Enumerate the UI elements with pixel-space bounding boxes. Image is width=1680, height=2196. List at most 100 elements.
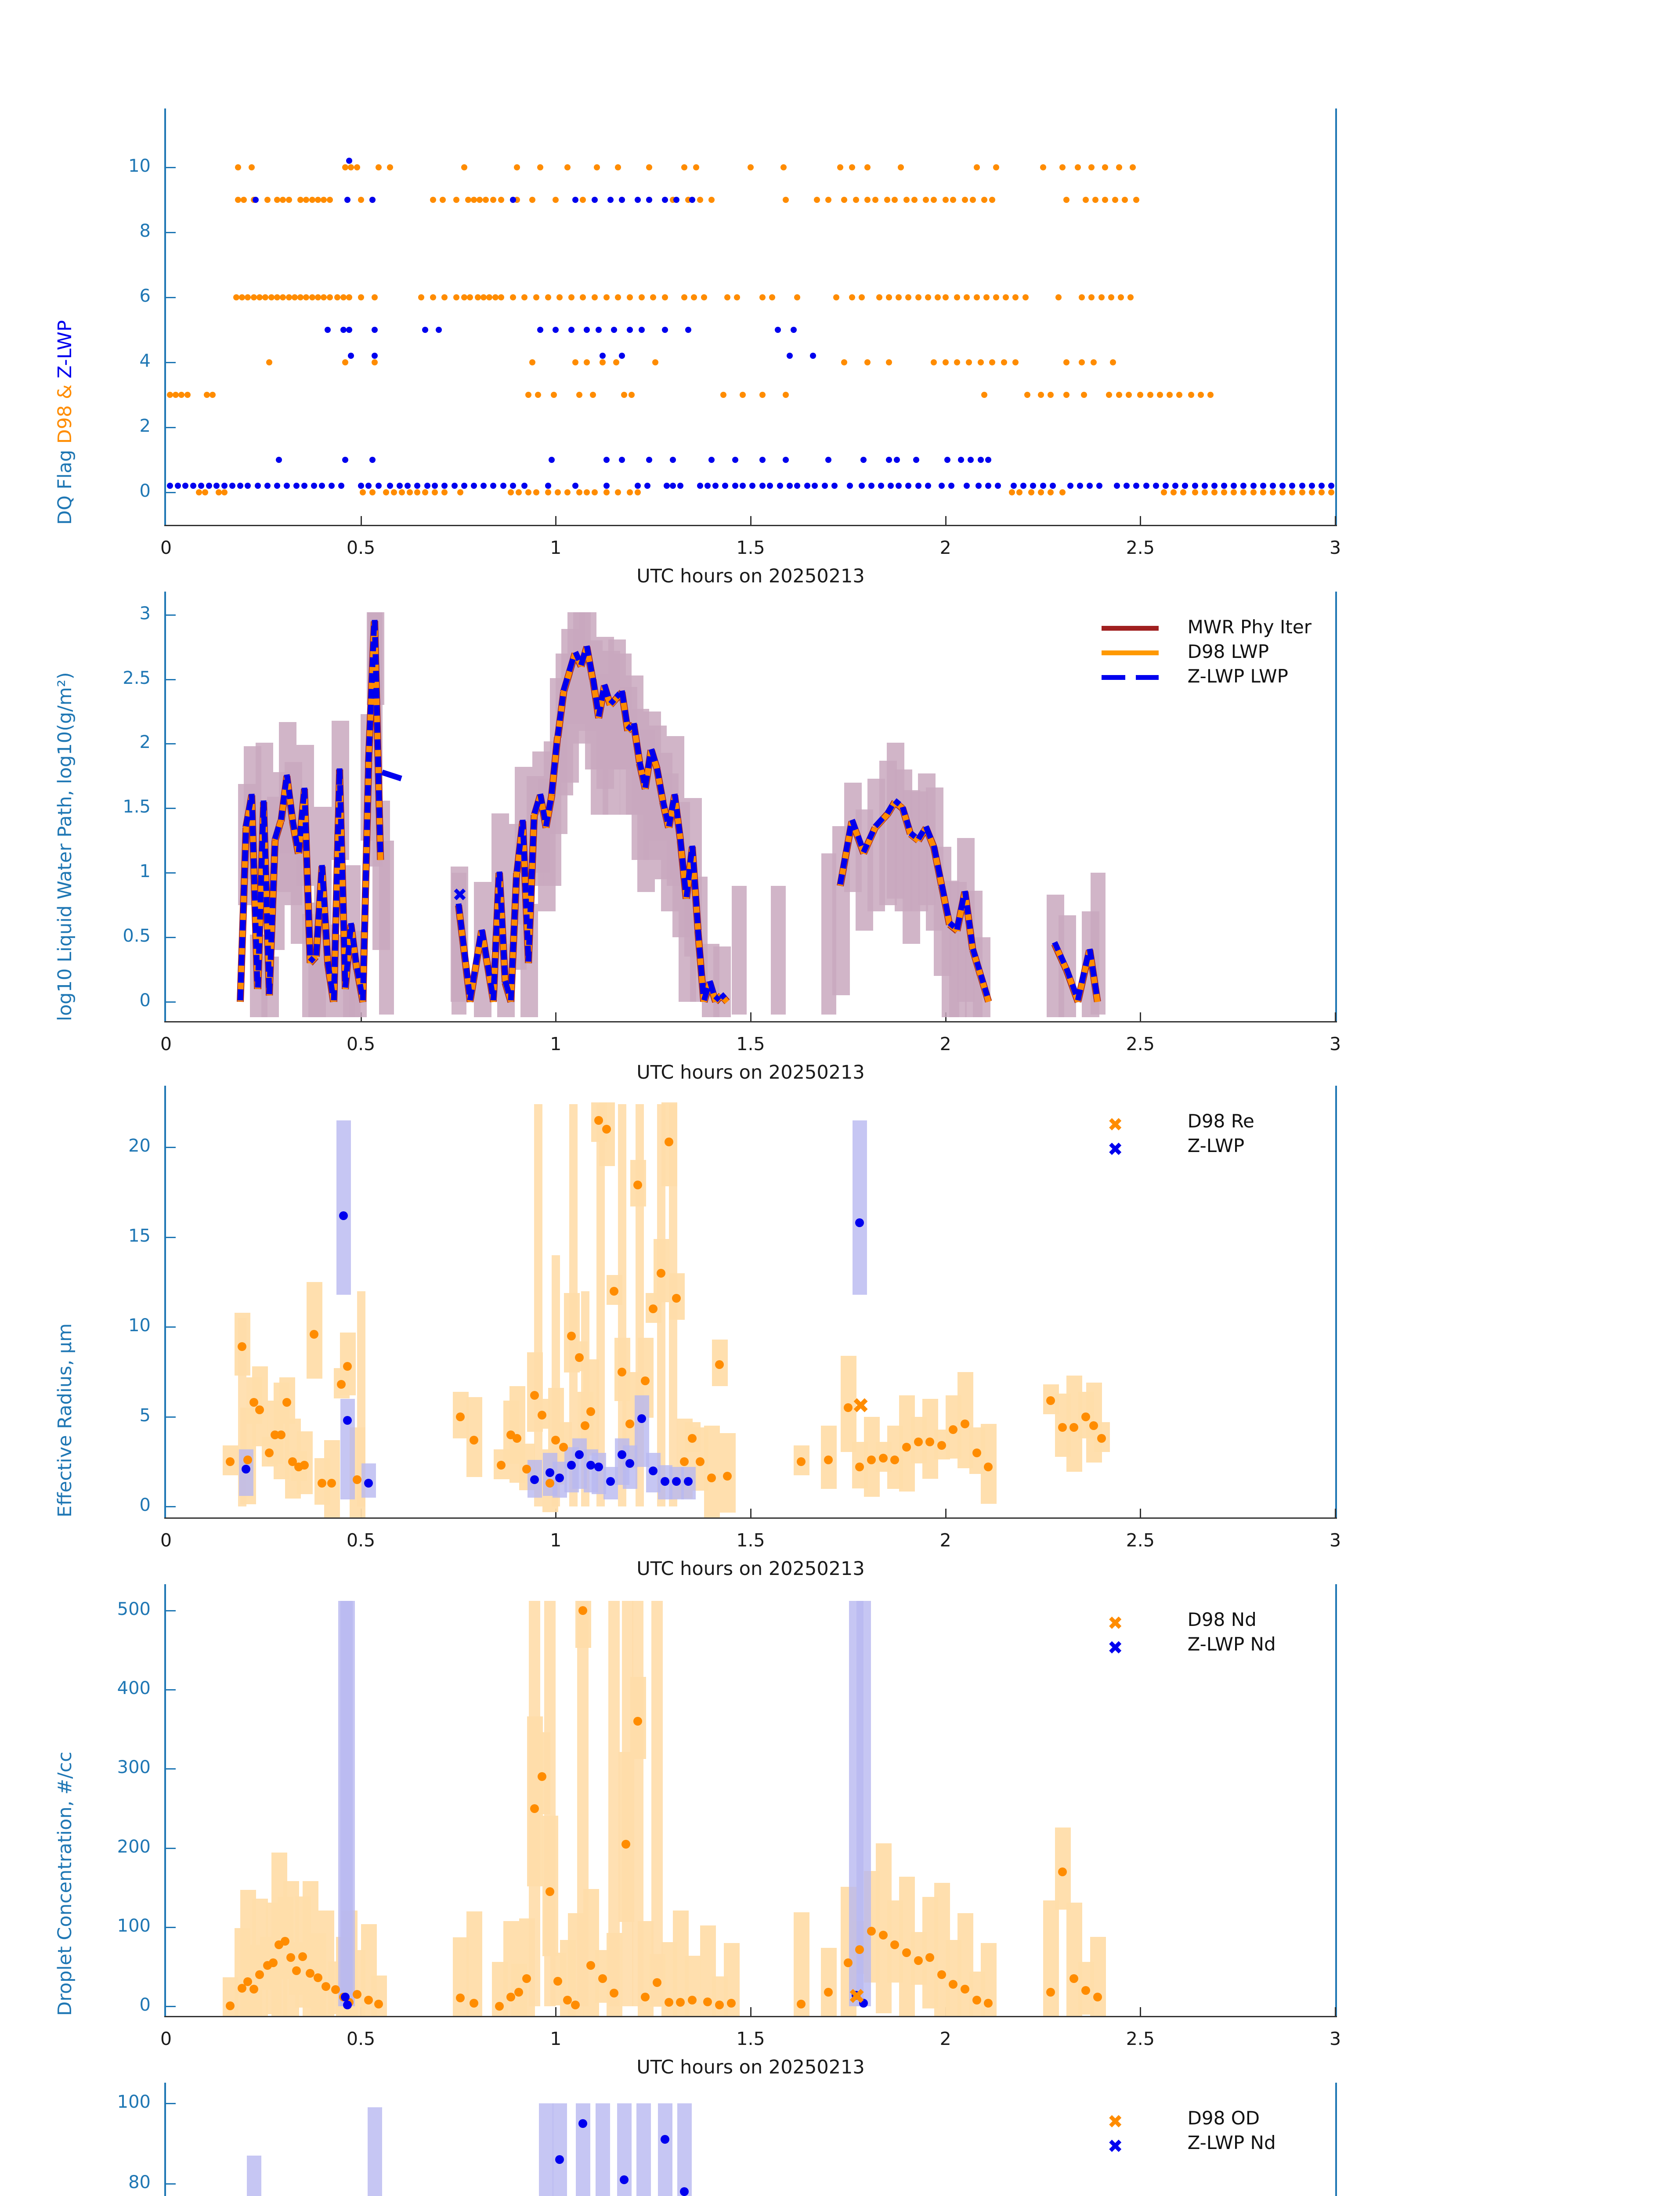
data-point [300, 1461, 309, 1470]
data-point [638, 327, 645, 333]
uncertainty-band [577, 1601, 589, 2007]
data-point [346, 294, 353, 301]
data-point [282, 1398, 292, 1407]
data-point [892, 197, 898, 203]
data-point [1092, 197, 1099, 203]
data-point [732, 483, 738, 489]
data-point [937, 1441, 946, 1450]
legend-marker-x: ✖ [1107, 2111, 1123, 2132]
y-tick-label: 500 [117, 1599, 151, 1619]
data-point [1080, 392, 1087, 398]
data-point [687, 1434, 697, 1443]
data-point [310, 1329, 319, 1339]
legend-label: D98 LWP [1187, 641, 1269, 662]
y-tick-label: 100 [117, 2092, 151, 2113]
data-point [1067, 483, 1073, 489]
data-point [878, 1931, 888, 1940]
data-point [797, 1999, 806, 2008]
data-point [619, 197, 625, 203]
data-point [680, 1457, 689, 1466]
uncertainty-band [357, 1291, 365, 1507]
data-point [1250, 489, 1257, 496]
data-point [1058, 1867, 1067, 1876]
data-point [715, 1360, 724, 1369]
data-point [824, 1987, 833, 1997]
data-point [629, 392, 635, 398]
data-point [913, 457, 920, 463]
data-point [564, 489, 571, 496]
data-point [586, 1961, 596, 1970]
data-point [364, 1479, 373, 1488]
legend-swatch [1101, 626, 1159, 631]
x-tick-label: 3 [1329, 537, 1341, 558]
data-point [972, 1995, 981, 2005]
data-point [441, 489, 448, 496]
legend-label: D98 Re [1187, 1110, 1254, 1132]
data-point [226, 2001, 235, 2010]
x-tick [945, 1509, 947, 1518]
data-point [759, 483, 766, 489]
data-point [949, 1979, 958, 1989]
data-point [229, 483, 235, 489]
data-point [893, 457, 900, 463]
data-point [841, 197, 847, 203]
data-point [977, 359, 984, 366]
data-point [925, 294, 931, 301]
data-point [1201, 489, 1208, 496]
data-point [285, 197, 292, 203]
x-tick-label: 2 [939, 1033, 951, 1055]
data-point [339, 1211, 348, 1220]
data-point [249, 1984, 258, 1994]
y-tick-label: 1.5 [123, 797, 151, 817]
y-tick [164, 427, 176, 429]
data-point [594, 1116, 603, 1125]
data-point [238, 1342, 247, 1351]
data-point [777, 483, 783, 489]
data-point [369, 197, 376, 203]
data-point [481, 294, 487, 301]
data-point [594, 1463, 603, 1472]
data-point [530, 1475, 539, 1484]
data-point [509, 483, 516, 489]
data-point [897, 164, 904, 171]
data-point [915, 483, 921, 489]
data-point [1090, 359, 1097, 366]
data-point [851, 1991, 860, 2000]
data-point [681, 164, 688, 171]
x-tick-label: 2 [939, 1530, 951, 1551]
data-point [825, 197, 832, 203]
data-point [985, 483, 992, 489]
data-point [849, 294, 855, 301]
data-point [878, 1454, 888, 1463]
data-point [646, 197, 653, 203]
data-point [358, 483, 364, 489]
data-point [733, 294, 740, 301]
data-point [1030, 483, 1037, 489]
data-point [958, 457, 965, 463]
data-point [546, 1479, 555, 1488]
data-point [584, 359, 590, 366]
data-point [166, 392, 173, 398]
data-point [1075, 164, 1081, 171]
y-tick-label: 100 [117, 1916, 151, 1936]
data-point [949, 1425, 958, 1434]
data-point [1117, 294, 1124, 301]
y-tick [164, 937, 176, 939]
data-point [291, 294, 298, 301]
data-point [535, 392, 542, 398]
data-point [626, 294, 633, 301]
data-point [592, 197, 598, 203]
data-point [598, 1974, 607, 1983]
data-point [621, 392, 627, 398]
data-point [250, 294, 257, 301]
legend-label: D98 Nd [1187, 1609, 1257, 1630]
data-point [1063, 392, 1069, 398]
data-point [697, 483, 703, 489]
data-point [610, 1988, 619, 1997]
data-point [173, 392, 179, 398]
data-point [855, 1463, 864, 1472]
data-point [1328, 483, 1335, 489]
data-point [238, 1983, 247, 1993]
x-tick [1140, 2007, 1142, 2017]
data-point [1116, 164, 1122, 171]
